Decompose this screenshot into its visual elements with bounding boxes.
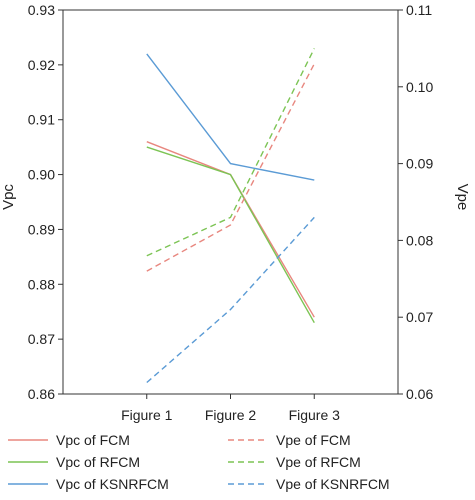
plot-border — [62, 9, 399, 395]
legend-label-0: Vpc of FCM — [56, 432, 130, 448]
left-tick-label: 0.93 — [28, 2, 55, 18]
legend-label-5: Vpe of KSNRFCM — [276, 476, 390, 492]
right-axis-ticks: 0.06 0.07 0.08 0.09 0.10 0.11 — [398, 2, 433, 402]
left-tick-label: 0.88 — [28, 276, 55, 292]
x-axis-ticks: Figure 1 Figure 2 Figure 3 — [121, 394, 340, 423]
series-line-0 — [146, 141, 315, 318]
x-tick-label: Figure 3 — [289, 407, 341, 423]
right-tick-label: 0.07 — [406, 309, 433, 325]
series-lines — [146, 48, 315, 384]
right-tick-label: 0.11 — [406, 2, 432, 18]
right-tick-label: 0.10 — [406, 79, 433, 95]
right-axis-title: Vpe — [454, 184, 471, 211]
plot-frame — [62, 9, 399, 395]
left-tick-label: 0.89 — [28, 221, 55, 237]
left-tick-label: 0.91 — [28, 112, 55, 128]
x-tick-label: Figure 1 — [121, 407, 173, 423]
legend-label-1: Vpc of RFCM — [56, 454, 140, 470]
series-line-1 — [146, 146, 315, 324]
right-tick-label: 0.08 — [406, 232, 433, 248]
right-tick-label: 0.06 — [406, 386, 433, 402]
legend: Vpc of FCM Vpc of RFCM Vpc of KSNRFCM Vpe o… — [8, 432, 390, 492]
left-tick-label: 0.86 — [28, 386, 55, 402]
left-tick-label: 0.87 — [28, 331, 55, 347]
series-line-2 — [146, 53, 315, 181]
left-axis-ticks: 0.86 0.87 0.88 0.89 0.90 0.91 0.92 0.93 — [28, 2, 63, 402]
legend-label-3: Vpe of FCM — [276, 432, 351, 448]
left-tick-label: 0.90 — [28, 167, 55, 183]
left-tick-label: 0.92 — [28, 57, 55, 73]
series-line-4 — [146, 48, 315, 257]
right-tick-label: 0.09 — [406, 156, 433, 172]
series-line-5 — [146, 216, 315, 384]
legend-label-4: Vpe of RFCM — [276, 454, 361, 470]
legend-label-2: Vpc of KSNRFCM — [56, 476, 169, 492]
x-tick-label: Figure 2 — [205, 407, 257, 423]
series-line-3 — [146, 63, 315, 272]
left-axis-title: Vpc — [0, 184, 17, 210]
